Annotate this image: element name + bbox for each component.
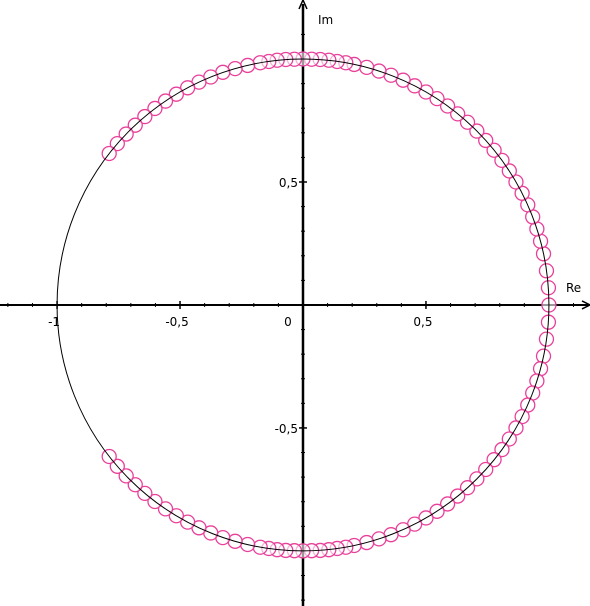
y-axis-label: Im [318, 13, 333, 27]
x-tick-label: -0,5 [165, 315, 188, 329]
y-arrow [298, 0, 308, 10]
x-tick-label: 0 [284, 315, 292, 329]
x-arrow [581, 300, 590, 310]
x-axis-label: Re [566, 281, 581, 295]
y-tick-label: 0,5 [279, 176, 298, 190]
y-tick-label: -0,5 [275, 422, 298, 436]
x-tick-label: -1 [48, 315, 60, 329]
x-tick-label: 0,5 [413, 315, 432, 329]
unit-circle [56, 58, 550, 552]
